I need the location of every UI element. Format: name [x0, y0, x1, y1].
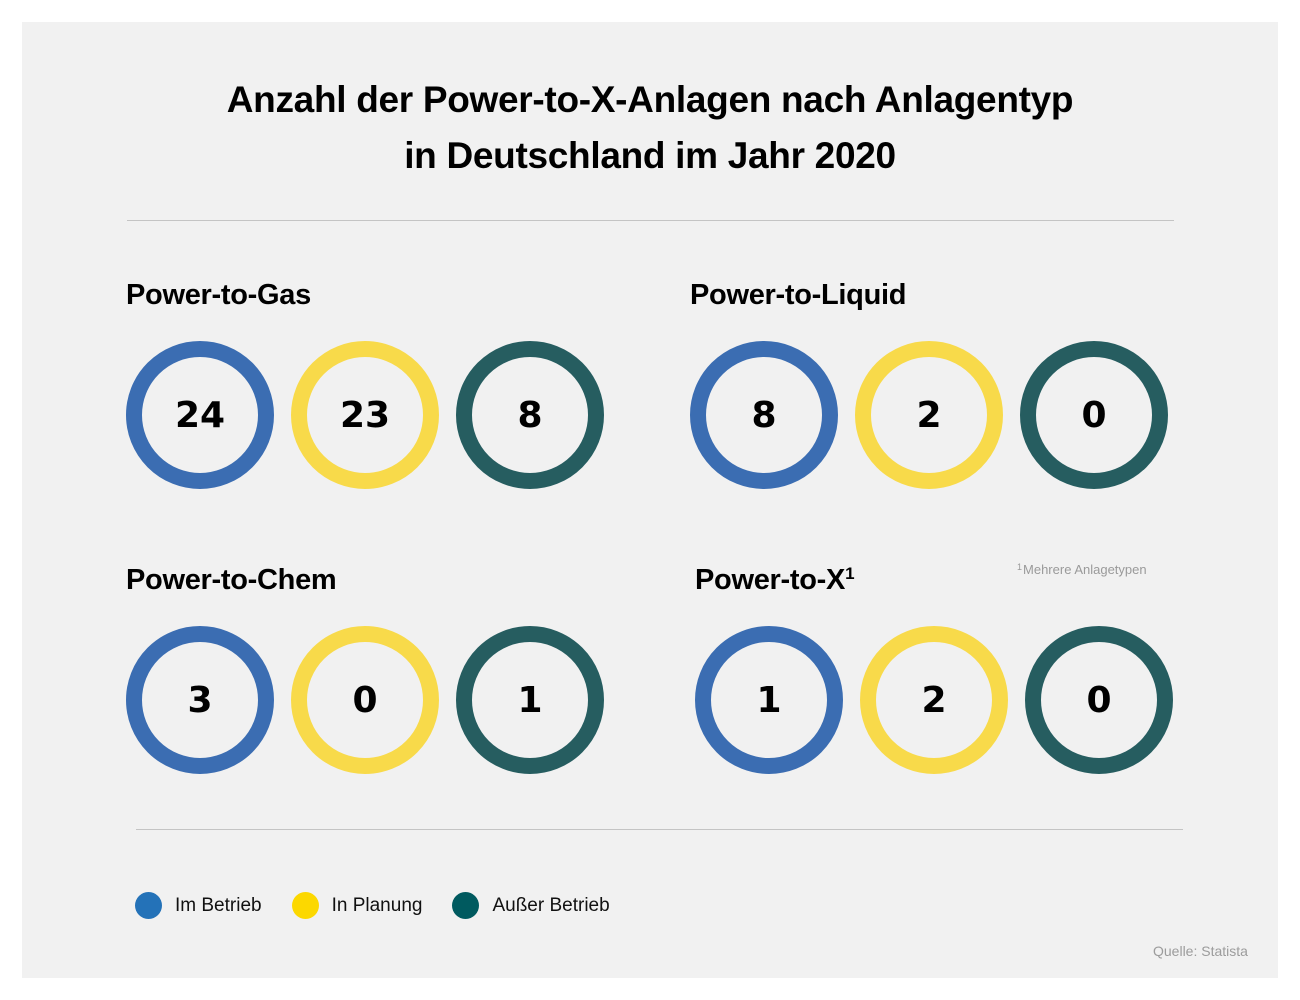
value-label: 0: [352, 679, 378, 721]
infographic-card: [22, 22, 1278, 978]
value-label: 1: [517, 679, 543, 721]
title-line-2: in Deutschland im Jahr 2020: [404, 135, 896, 176]
ring-power-to-x-in-planung: 2: [860, 626, 1008, 774]
legend-dot-icon: [135, 892, 162, 919]
bottom-divider: [136, 829, 1183, 830]
ring-power-to-liquid-im-betrieb: 8: [690, 341, 838, 489]
value-label: 0: [1086, 679, 1112, 721]
footnote-text: Mehrere Anlagetypen: [1023, 562, 1147, 577]
legend-item-im-betrieb: Im Betrieb: [135, 892, 262, 919]
ring-power-to-chem-im-betrieb: 3: [126, 626, 274, 774]
legend-item-ausser-betrieb: Außer Betrieb: [452, 892, 610, 919]
footnote-mark: 1: [1017, 562, 1023, 572]
ring-power-to-chem-in-planung: 0: [291, 626, 439, 774]
ring-power-to-liquid-in-planung: 2: [855, 341, 1003, 489]
top-divider: [127, 220, 1174, 221]
legend-item-in-planung: In Planung: [291, 892, 423, 919]
value-label: 2: [916, 394, 942, 436]
ring-power-to-x-ausser-betrieb: 0: [1025, 626, 1173, 774]
title-line-1: Anzahl der Power-to-X-Anlagen nach Anlag…: [226, 79, 1074, 120]
value-label: 3: [187, 679, 213, 721]
footnote: 1Mehrere Anlagetypen: [1017, 562, 1147, 577]
ring-power-to-gas-ausser-betrieb: 8: [456, 341, 604, 489]
value-label: 1: [756, 679, 782, 721]
value-label: 2: [921, 679, 947, 721]
value-label: 24: [174, 394, 226, 436]
chart-title: Anzahl der Power-to-X-Anlagen nach Anlag…: [0, 72, 1300, 184]
legend: Im Betrieb In Planung Außer Betrieb: [135, 892, 640, 919]
legend-dot-icon: [452, 892, 480, 919]
value-label: 23: [339, 394, 391, 436]
group-title-power-to-x: Power-to-X1: [695, 564, 855, 596]
ring-power-to-gas-im-betrieb: 24: [126, 341, 274, 489]
footnote-marker: 1: [845, 564, 855, 583]
legend-dot-icon: [291, 892, 319, 919]
ring-power-to-chem-ausser-betrieb: 1: [456, 626, 604, 774]
value-label: 8: [751, 394, 777, 436]
legend-label: Im Betrieb: [175, 894, 262, 916]
ring-power-to-gas-in-planung: 23: [291, 341, 439, 489]
ring-power-to-liquid-ausser-betrieb: 0: [1020, 341, 1168, 489]
ring-power-to-x-im-betrieb: 1: [695, 626, 843, 774]
group-title-power-to-gas: Power-to-Gas: [126, 279, 311, 311]
group-title-power-to-chem: Power-to-Chem: [126, 564, 337, 596]
value-label: 8: [517, 394, 543, 436]
legend-label: In Planung: [331, 894, 423, 916]
legend-label: Außer Betrieb: [492, 894, 610, 916]
source-note: Quelle: Statista: [1153, 943, 1248, 959]
group-title-power-to-liquid: Power-to-Liquid: [690, 279, 907, 311]
value-label: 0: [1081, 394, 1107, 436]
